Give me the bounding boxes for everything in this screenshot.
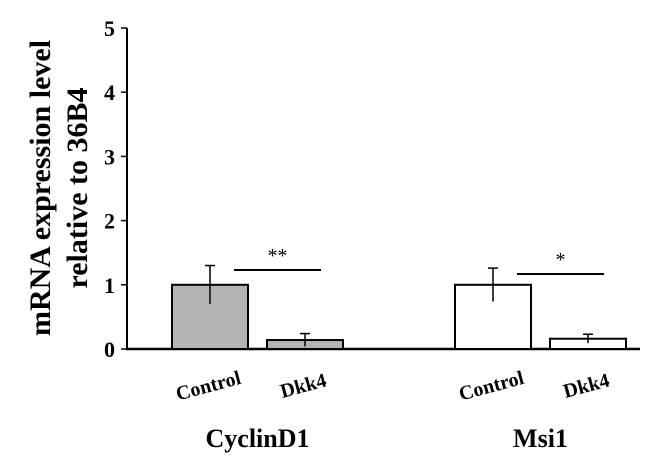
significance-annotations: ** *: [234, 245, 604, 275]
significance-stars: **: [268, 245, 288, 267]
x-tick-label: Dkk4: [561, 370, 612, 403]
y-tick-label: 2: [104, 209, 115, 234]
y-tick-label: 0: [104, 337, 115, 362]
y-tick-label: 3: [104, 144, 115, 169]
y-axis-title: mRNA expression level relative to 36B4: [24, 40, 94, 336]
group-label: CyclinD1: [206, 424, 310, 453]
y-tick-label: 4: [104, 80, 115, 105]
x-tick-label: Control: [174, 367, 244, 406]
bars: [171, 264, 627, 350]
significance-stars: *: [556, 249, 566, 271]
x-tick-label: Control: [457, 367, 527, 406]
y-axis-title-line-1: mRNA expression level: [24, 40, 57, 336]
y-axis-ticks: 0 1 2 3 4 5: [104, 16, 127, 362]
x-axis-labels: Control Dkk4 CyclinD1 Control Dkk4 Msi1: [174, 367, 612, 453]
y-tick-label: 1: [104, 273, 115, 298]
group-label: Msi1: [513, 424, 568, 453]
y-tick-label: 5: [104, 16, 115, 41]
x-tick-label: Dkk4: [278, 370, 329, 403]
y-axis-title-line-2: relative to 36B4: [61, 87, 94, 288]
